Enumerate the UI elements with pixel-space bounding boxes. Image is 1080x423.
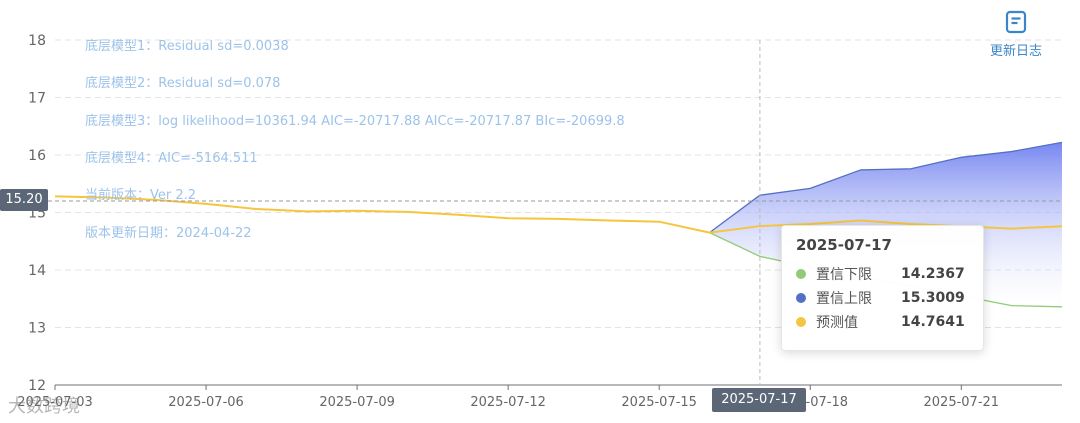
annotation-update-date: 版本更新日期：2024-04-22 — [85, 226, 252, 241]
legend-dot-forecast — [796, 317, 806, 327]
tooltip-row-forecast: 预测值 14.7641 — [796, 310, 969, 334]
tooltip-row-lower: 置信下限 14.2367 — [796, 262, 969, 286]
tooltip-name: 置信上限 — [816, 291, 872, 307]
y-tick-label: 13 — [28, 321, 46, 337]
tooltip-value: 14.7641 — [901, 314, 965, 330]
x-pointer-label: 2025-07-17 — [712, 388, 806, 412]
x-tick-label: 2025-07-09 — [319, 395, 395, 410]
document-icon — [1005, 10, 1027, 34]
tooltip: 2025-07-17 置信下限 14.2367 置信上限 15.3009 预测值… — [781, 225, 984, 351]
annotation-model-3: 底层模型3：log likelihood=10361.94 AIC=-20717… — [85, 114, 625, 129]
watermark: 大数跨境 — [8, 396, 80, 417]
x-tick-label: 2025-07-06 — [168, 395, 244, 410]
tooltip-row-upper: 置信上限 15.3009 — [796, 286, 969, 310]
series-line-upper — [709, 141, 1063, 234]
y-tick-label: 18 — [28, 33, 46, 49]
y-tick-label: 12 — [28, 378, 46, 394]
annotation-model-1: 底层模型1：Residual sd=0.0038 — [85, 39, 289, 54]
crosshair — [48, 40, 1062, 385]
x-tick-label: 2025-07-12 — [470, 395, 546, 410]
annotation-model-4: 底层模型4：AIC=-5164.511 — [85, 151, 258, 166]
x-tick-label: 2025-07-03 — [17, 395, 93, 410]
changelog-label: 更新日志 — [989, 44, 1042, 59]
annotation-version: 当前版本：Ver 2.2 — [85, 188, 197, 203]
tooltip-date: 2025-07-17 — [796, 236, 892, 254]
tooltip-value: 15.3009 — [901, 290, 965, 306]
changelog-button[interactable]: 更新日志 — [984, 10, 1048, 59]
legend-dot-lower — [796, 269, 806, 279]
y-pointer-label: 15.20 — [0, 189, 48, 211]
tooltip-value: 14.2367 — [901, 266, 965, 282]
series-line-forecast — [54, 195, 1063, 234]
grid-lines — [55, 39, 1062, 328]
x-tick-label: 2025-07-15 — [621, 395, 697, 410]
annotation-model-2: 底层模型2：Residual sd=0.078 — [85, 76, 281, 91]
y-tick-label: 14 — [28, 263, 46, 279]
x-tick-label: 2025-07-21 — [924, 395, 1000, 410]
y-tick-label: 17 — [28, 91, 46, 107]
tooltip-name: 预测值 — [816, 315, 858, 331]
y-tick-label: 16 — [28, 148, 46, 164]
x-axis: 2025-07-03 2025-07-06 2025-07-09 2025-07-12… — [17, 384, 1062, 410]
tooltip-name: 置信下限 — [816, 267, 872, 283]
legend-dot-upper — [796, 293, 806, 303]
